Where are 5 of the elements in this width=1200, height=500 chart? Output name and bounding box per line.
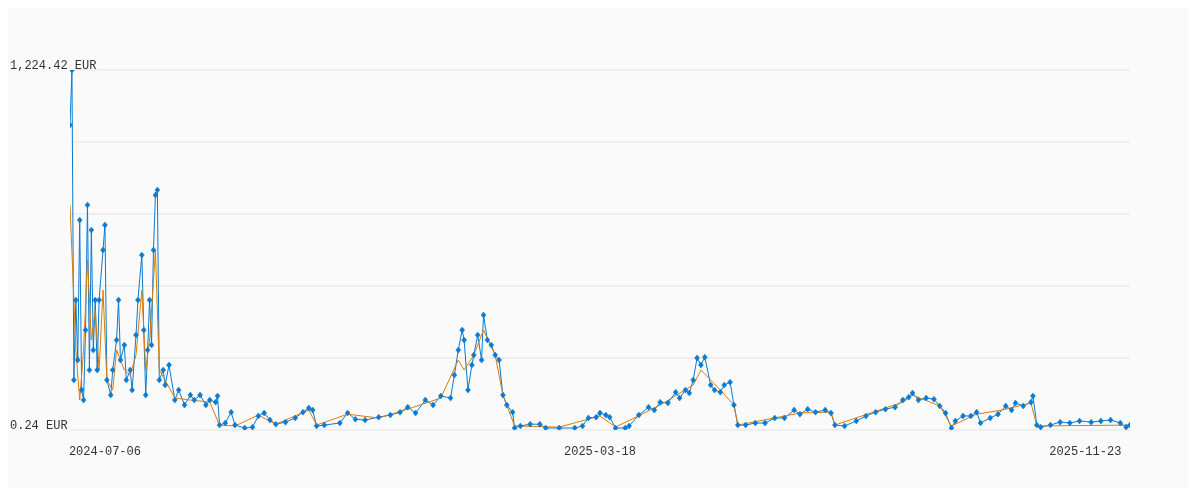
x-tick-label: 2025-03-18 xyxy=(563,444,637,459)
y-tick-label: 0.24 EUR xyxy=(10,419,68,433)
x-tick-label: 2024-07-06 xyxy=(68,444,141,459)
y-tick-label: 1,224.42 EUR xyxy=(10,59,97,73)
x-tick-label: 2025-11-23 xyxy=(1049,444,1122,459)
